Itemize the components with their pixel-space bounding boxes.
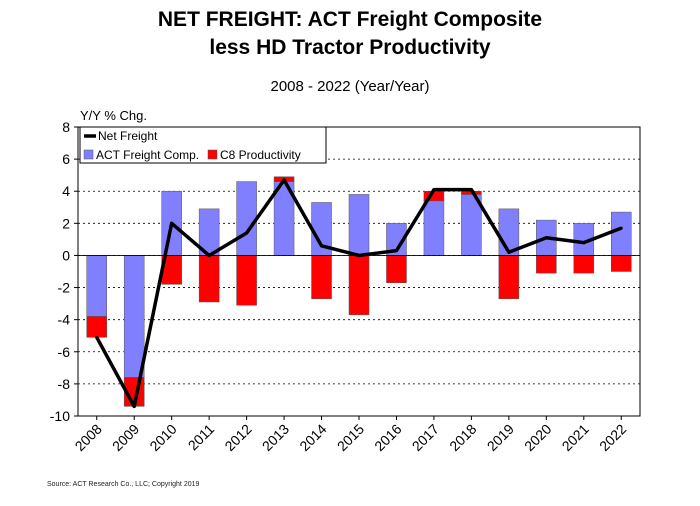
c8-productivity-bar-2015 [348,255,370,316]
x-tick-label: 2017 [409,421,442,454]
chart-title-line-1: NET FREIGHT: ACT Freight Composite [157,8,543,31]
freight-comp-bar-2015 [348,194,370,256]
c8-productivity-bar-2011 [198,255,220,303]
net-freight-point-2021 [582,241,586,245]
c8-productivity-bar-2008 [86,316,107,338]
x-tick-label: 2015 [334,421,367,454]
net-freight-point-2010 [170,221,174,225]
net-freight-point-2012 [245,231,249,235]
net-freight-point-2009 [132,404,136,408]
y-tick-label: 0 [62,247,70,263]
legend-freight-comp-swatch [83,149,94,160]
y-tick-label: 8 [62,119,70,135]
net-freight-point-2016 [394,249,398,253]
legend-freight-comp-label: ACT Freight Comp. [96,148,199,162]
c8-productivity-bar-2019 [498,255,520,300]
x-tick-label: 2018 [446,421,479,454]
freight-comp-bar-2008 [86,255,107,317]
y-tick-label: -2 [58,280,71,296]
x-tick-label: 2020 [521,421,554,454]
source-note: Source: ACT Research Co., LLC; Copyright… [47,481,200,488]
x-tick-label: 2021 [559,421,592,454]
net-freight-point-2014 [320,244,324,248]
freight-comp-bar-2022 [611,211,632,256]
c8-productivity-bar-2016 [386,255,407,283]
y-tick-label: -8 [58,376,71,392]
net-freight-point-2011 [207,253,211,257]
net-freight-point-2020 [544,236,548,240]
y-tick-label: 2 [62,215,70,231]
legend: Net Freight ACT Freight Comp. C8 Productiv… [79,126,327,164]
x-tick-label: 2013 [259,421,292,454]
legend-c8-productivity-swatch [207,149,218,160]
legend-box [79,126,327,164]
c8-productivity-bar-2012 [236,255,257,306]
legend-c8-productivity-label: C8 Productivity [220,148,301,162]
legend-net-freight-label: Net Freight [98,129,158,143]
x-tick-label: 2022 [596,421,629,454]
x-tick-label: 2016 [371,421,404,454]
c8-productivity-bar-2014 [311,255,332,300]
net-freight-point-2017 [432,188,436,192]
x-tick-label: 2009 [109,421,142,454]
y-axis-label: Y/Y % Chg. [80,108,147,123]
x-tick-label: 2008 [72,421,105,454]
y-tick-label: 4 [62,183,70,199]
y-tick-label: 6 [62,151,70,167]
y-tick-label: -4 [58,312,71,328]
x-tick-label: 2010 [146,421,179,454]
chart-subtitle: 2008 - 2022 (Year/Year) [270,78,430,95]
c8-productivity-bar-2020 [536,255,557,274]
net-freight-point-2013 [282,178,286,182]
net-freight-point-2015 [357,253,361,257]
net-freight-point-2022 [619,226,623,230]
y-tick-label: -6 [58,344,71,360]
freight-comp-bar-2012 [236,181,257,256]
x-tick-label: 2014 [296,421,329,454]
chart-title-line-2: less HD Tractor Productivity [209,36,491,59]
y-tick-label: -10 [50,408,70,424]
net-freight-point-2019 [507,250,511,254]
c8-productivity-bar-2021 [573,255,595,274]
freight-comp-bar-2017 [423,200,445,256]
freight-comp-bar-2009 [123,255,145,378]
net-freight-point-2018 [469,188,473,192]
x-tick-label: 2019 [484,421,517,454]
x-tick-label: 2011 [185,421,218,454]
net-freight-point-2008 [95,335,99,339]
c8-productivity-bar-2022 [611,255,632,272]
x-tick-label: 2012 [221,421,254,454]
